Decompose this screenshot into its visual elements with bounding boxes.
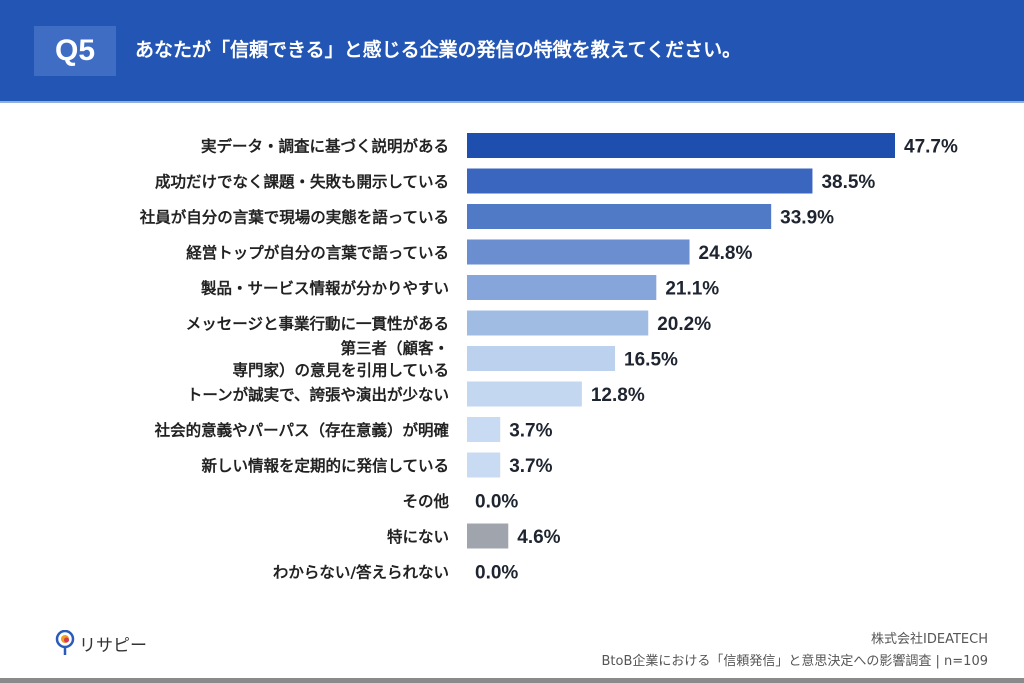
value-label: 0.0% xyxy=(475,492,518,513)
value-label: 0.0% xyxy=(475,563,518,584)
header-banner: Q5 あなたが「信頼できる」と感じる企業の発信の特徴を教えてください。 xyxy=(0,0,1024,103)
risapy-logo: リサピー xyxy=(55,630,147,656)
bar xyxy=(467,346,616,371)
category-label: メッセージと事業行動に一貫性がある xyxy=(186,314,449,333)
pin-logo-icon xyxy=(55,630,75,655)
value-label: 47.7% xyxy=(904,137,958,158)
category-label: わからない/答えられない xyxy=(273,563,449,582)
value-label: 4.6% xyxy=(517,527,560,548)
category-label: 製品・サービス情報が分かりやすい xyxy=(200,279,449,298)
value-label: 16.5% xyxy=(624,350,678,371)
bar xyxy=(467,133,895,158)
value-label: 20.2% xyxy=(657,314,711,335)
bar xyxy=(467,275,657,300)
company-name: 株式会社IDEATECH xyxy=(871,632,988,647)
category-label: トーンが誠実で、誇張や演出が少ない xyxy=(187,385,449,404)
bar-chart: 実データ・調査に基づく説明がある 47.7% 成功だけでなく課題・失敗も開示している… xyxy=(139,133,958,584)
value-label: 12.8% xyxy=(591,385,645,406)
bar xyxy=(467,417,501,442)
survey-source: BtoB企業における「信頼発信」と意思決定への影響調査 | n=109 xyxy=(601,654,988,669)
value-label: 21.1% xyxy=(665,279,719,300)
bar xyxy=(467,310,649,336)
category-label: 成功だけでなく課題・失敗も開示している xyxy=(155,172,449,191)
category-label: 経営トップが自分の言葉で語っている xyxy=(186,243,449,262)
bar xyxy=(467,168,813,194)
bar xyxy=(467,381,582,407)
bar xyxy=(467,523,509,549)
bar xyxy=(467,239,690,265)
category-label: その他 xyxy=(402,492,449,511)
value-label: 38.5% xyxy=(821,172,875,193)
value-label: 24.8% xyxy=(699,243,753,264)
category-label: 実データ・調査に基づく説明がある xyxy=(201,137,449,156)
value-label: 3.7% xyxy=(509,421,552,442)
question-title: あなたが「信頼できる」と感じる企業の発信の特徴を教えてください。 xyxy=(135,39,742,61)
value-label: 33.9% xyxy=(780,208,834,229)
value-label: 3.7% xyxy=(509,456,552,477)
category-label: 特にない xyxy=(387,527,449,546)
category-label: 社員が自分の言葉で現場の実態を語っている xyxy=(139,208,449,227)
logo-text: リサピー xyxy=(79,635,147,656)
bar xyxy=(467,452,501,478)
category-label: 第三者（顧客・専門家）の意見を引用している xyxy=(232,339,449,380)
category-label: 新しい情報を定期的に発信している xyxy=(201,456,449,475)
bottom-divider xyxy=(0,678,1024,683)
bar xyxy=(467,204,772,229)
category-label: 社会的意義やパーパス（存在意義）が明確 xyxy=(154,421,450,440)
question-number-badge: Q5 xyxy=(34,26,116,76)
